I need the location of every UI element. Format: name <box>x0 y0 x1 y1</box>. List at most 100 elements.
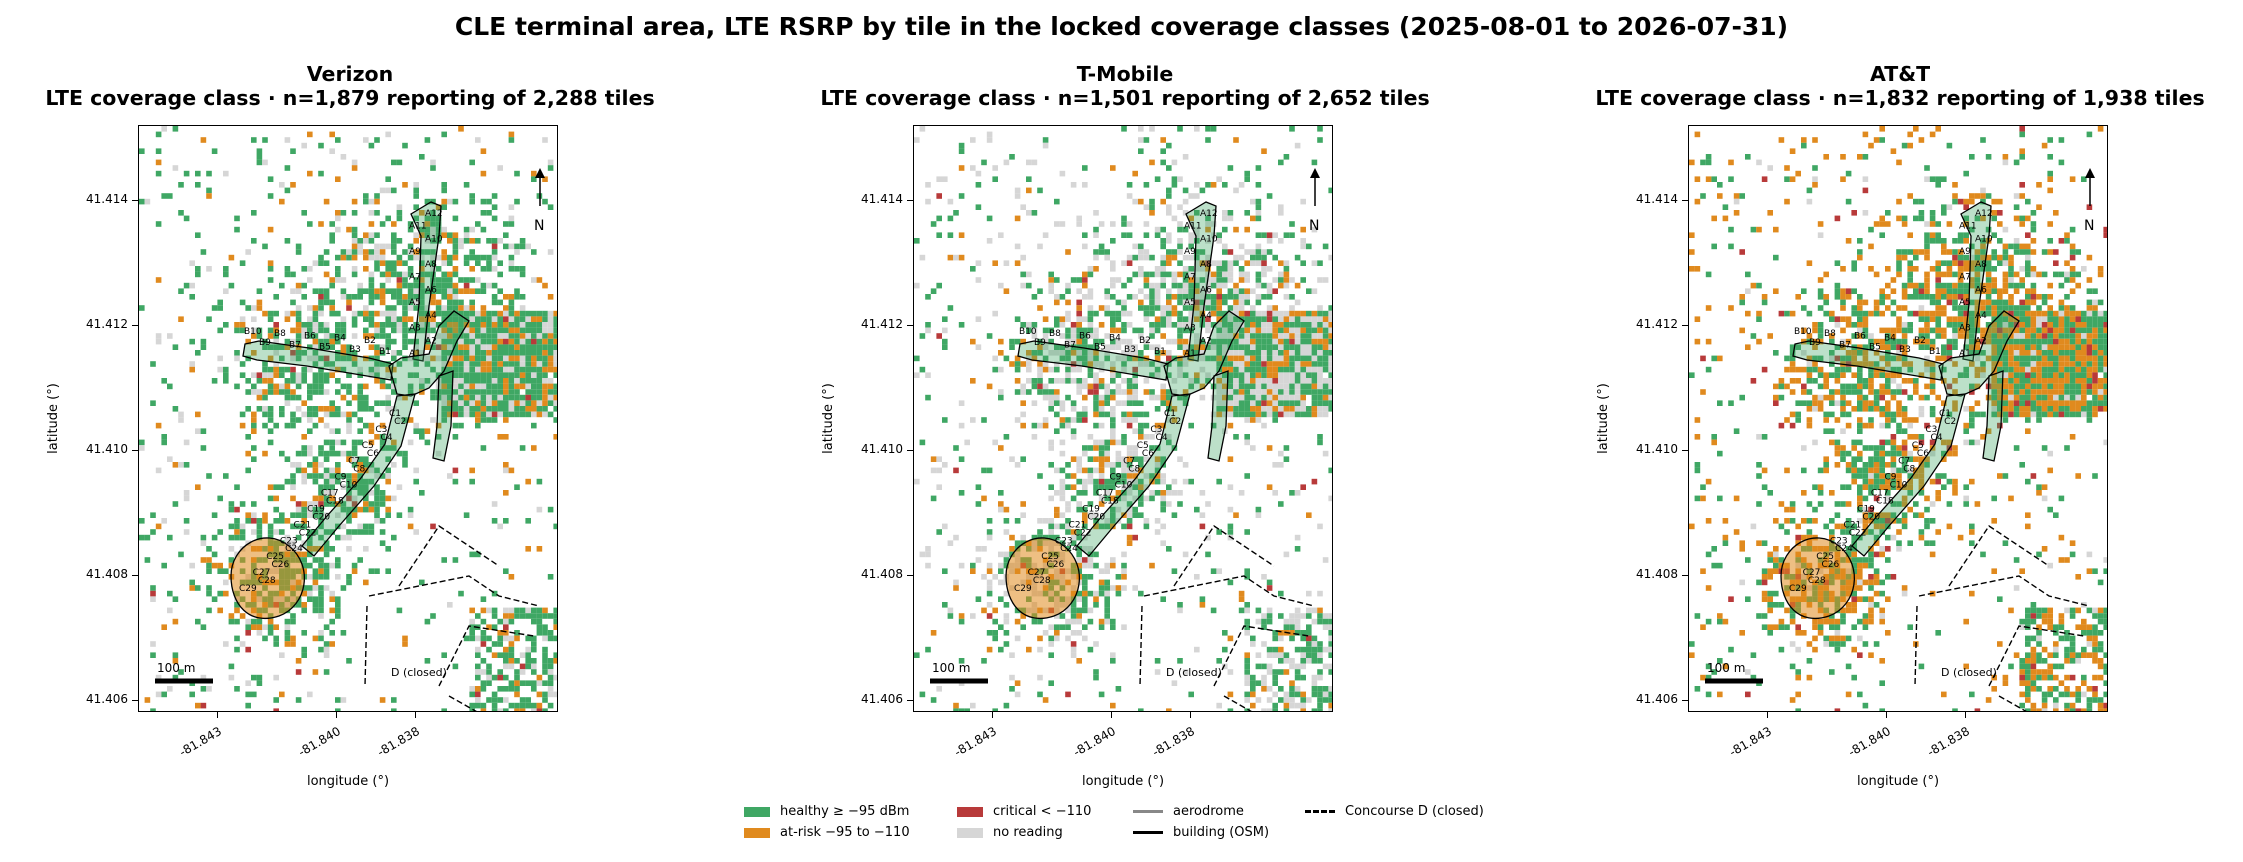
coverage-tile <box>329 467 335 474</box>
y-tick-mark <box>907 324 913 326</box>
coverage-tile <box>1317 708 1323 711</box>
coverage-tile <box>368 506 375 513</box>
gate-label: B7 <box>1064 340 1076 350</box>
coverage-tile <box>458 338 464 345</box>
coverage-tile <box>1076 338 1082 345</box>
coverage-tile <box>1110 344 1116 350</box>
coverage-tile <box>1082 394 1088 401</box>
coverage-tile <box>1907 193 1913 199</box>
coverage-tile <box>301 557 307 563</box>
coverage-tile <box>1115 590 1122 597</box>
coverage-tile <box>1244 338 1250 345</box>
coverage-tile <box>430 232 436 238</box>
coverage-tile <box>1806 260 1813 266</box>
coverage-tile <box>1132 512 1138 518</box>
coverage-tile <box>1317 652 1323 658</box>
coverage-tile <box>1300 316 1306 322</box>
coverage-tile <box>430 226 436 233</box>
coverage-tile <box>536 355 543 362</box>
gate-label: B9 <box>259 338 271 348</box>
coverage-tile <box>1244 691 1250 698</box>
coverage-tile <box>1216 238 1222 244</box>
coverage-tile <box>508 344 515 350</box>
coverage-tile <box>346 299 352 306</box>
gate-label: C29 <box>1014 584 1032 594</box>
coverage-tile <box>1054 277 1060 283</box>
coverage-tile <box>1020 422 1026 429</box>
coverage-tile <box>1739 299 1745 306</box>
coverage-tile <box>396 394 403 401</box>
coverage-tile <box>447 361 453 367</box>
coverage-tile <box>1154 478 1161 485</box>
coverage-tile <box>452 322 459 328</box>
coverage-tile <box>1003 529 1010 535</box>
coverage-tile <box>508 383 515 390</box>
coverage-tile <box>1261 422 1267 429</box>
coverage-tile <box>1154 232 1161 238</box>
coverage-tile <box>357 243 363 250</box>
coverage-tile <box>531 686 537 692</box>
coverage-tile <box>1222 663 1228 670</box>
coverage-tile <box>1065 327 1071 334</box>
coverage-tile <box>1194 378 1200 384</box>
coverage-tile <box>1227 372 1234 378</box>
coverage-tile <box>1070 406 1077 412</box>
coverage-tile <box>1037 366 1043 373</box>
coverage-tile <box>385 338 391 345</box>
coverage-tile <box>318 613 324 619</box>
coverage-tile <box>1300 646 1306 653</box>
coverage-tile <box>441 305 447 311</box>
coverage-tile <box>2013 215 2020 222</box>
coverage-tile <box>1985 271 1992 278</box>
coverage-tile <box>1087 473 1094 479</box>
coverage-tile <box>547 361 554 367</box>
coverage-tile <box>1840 266 1846 272</box>
coverage-tile <box>357 506 363 513</box>
coverage-tile <box>1132 389 1138 395</box>
coverage-tile <box>1205 221 1211 227</box>
coverage-tile <box>1154 529 1161 535</box>
coverage-tile <box>1834 294 1841 300</box>
coverage-tile <box>1244 680 1250 686</box>
coverage-tile <box>430 322 436 328</box>
coverage-tile <box>1110 238 1116 244</box>
coverage-tile <box>273 350 279 356</box>
coverage-tile <box>503 663 509 670</box>
coverage-tile <box>1238 327 1245 334</box>
coverage-tile <box>1294 142 1301 149</box>
coverage-tile <box>1974 193 1981 199</box>
coverage-tile <box>452 383 459 390</box>
coverage-tile <box>1322 450 1329 457</box>
coverage-tile <box>542 282 548 289</box>
coverage-tile <box>936 193 942 199</box>
coverage-tile <box>1143 422 1150 429</box>
coverage-tile <box>318 596 324 602</box>
coverage-tile <box>1031 434 1038 440</box>
coverage-tile <box>508 137 515 143</box>
coverage-tile <box>1233 338 1239 345</box>
coverage-tile <box>1132 198 1138 205</box>
coverage-tile <box>1227 579 1234 586</box>
coverage-tile <box>503 389 509 395</box>
coverage-tile <box>542 198 548 205</box>
coverage-tile <box>1289 305 1295 311</box>
coverage-tile <box>1946 221 1953 227</box>
coverage-tile <box>1110 428 1116 434</box>
coverage-tile <box>1238 400 1245 406</box>
coverage-tile <box>2008 254 2014 261</box>
coverage-tile <box>1328 697 1332 703</box>
coverage-tile <box>970 613 976 619</box>
coverage-tile <box>1054 198 1060 205</box>
coverage-tile <box>1216 355 1222 362</box>
coverage-tile <box>514 249 520 255</box>
gate-label: A4 <box>1200 311 1212 321</box>
coverage-tile <box>441 182 447 188</box>
coverage-tile <box>1182 198 1189 205</box>
gate-label: A8 <box>1200 260 1212 270</box>
coverage-tile <box>2053 260 2059 266</box>
coverage-tile <box>469 400 475 406</box>
coverage-tile <box>1082 523 1088 530</box>
coverage-tile <box>1104 613 1110 619</box>
coverage-tile <box>914 372 920 378</box>
coverage-tile <box>323 338 330 345</box>
